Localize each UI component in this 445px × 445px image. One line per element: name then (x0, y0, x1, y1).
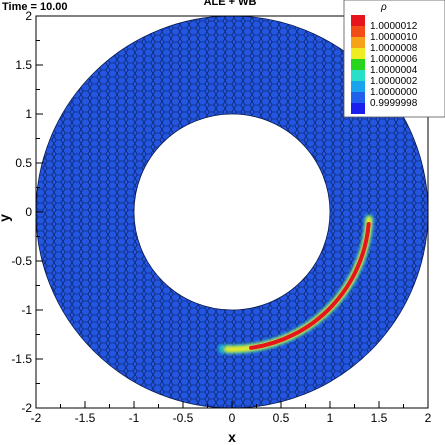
x-tick-label: 1 (327, 411, 334, 425)
y-tick-label: 0.5 (15, 156, 32, 170)
x-axis-label: x (228, 429, 236, 445)
colorbar-label: 1.0000010 (370, 32, 418, 43)
colorbar-legend: ρ 1.00000121.00000101.00000081.00000061.… (343, 0, 445, 118)
x-tick-label: 0.5 (273, 411, 290, 425)
colorbar-title: ρ (380, 2, 387, 13)
x-tick-label: -1 (129, 411, 140, 425)
colorbar-label: 1.0000004 (370, 65, 418, 76)
colorbar-swatch (351, 37, 365, 48)
colorbar-label: 1.0000008 (370, 43, 418, 54)
density-feature (217, 214, 374, 354)
x-tick-label: -0.5 (173, 411, 194, 425)
colorbar-swatch (351, 26, 365, 37)
colorbar-label: 1.0000000 (370, 87, 418, 98)
colorbar-swatch (351, 15, 365, 26)
colorbar-swatch (351, 59, 365, 70)
colorbar-label: 1.0000012 (370, 21, 418, 32)
y-tick-label: -1 (21, 303, 32, 317)
x-tick-label: 1.5 (371, 411, 388, 425)
y-tick-label: -0.5 (11, 254, 32, 268)
colorbar-swatch (351, 48, 365, 59)
x-tick-label: 0 (229, 411, 236, 425)
y-axis-ticks: -2 -1.5 -1 -0.5 0 0.5 1 1.5 2 (11, 9, 43, 415)
x-tick-label: -2 (31, 411, 42, 425)
y-tick-label: -1.5 (11, 352, 32, 366)
x-axis-ticks: -2 -1.5 -1 -0.5 0 0.5 1 1.5 2 (31, 401, 432, 425)
colorbar-swatch (351, 103, 365, 114)
y-tick-label: -2 (21, 401, 32, 415)
header: Time = 10.00 ALE + WB (2, 0, 256, 13)
x-tick-label: 2 (425, 411, 432, 425)
y-tick-label: 1 (25, 107, 32, 121)
colorbar-swatch (351, 70, 365, 81)
colorbar-swatch (351, 92, 365, 103)
colorbar-label: 1.0000006 (370, 54, 418, 65)
time-label: Time = 10.00 (2, 1, 68, 13)
colorbar-swatch (351, 81, 365, 92)
colorbar-label: 1.0000002 (370, 76, 418, 87)
x-tick-label: -1.5 (75, 411, 96, 425)
y-tick-label: 1.5 (15, 58, 32, 72)
y-tick-label: 2 (25, 9, 32, 23)
colorbar-label: 0.9999998 (370, 98, 418, 109)
y-axis-label: y (0, 214, 12, 222)
feature-core (249, 221, 371, 350)
chart-title: ALE + WB (204, 0, 257, 8)
y-tick-label: 0 (25, 205, 32, 219)
